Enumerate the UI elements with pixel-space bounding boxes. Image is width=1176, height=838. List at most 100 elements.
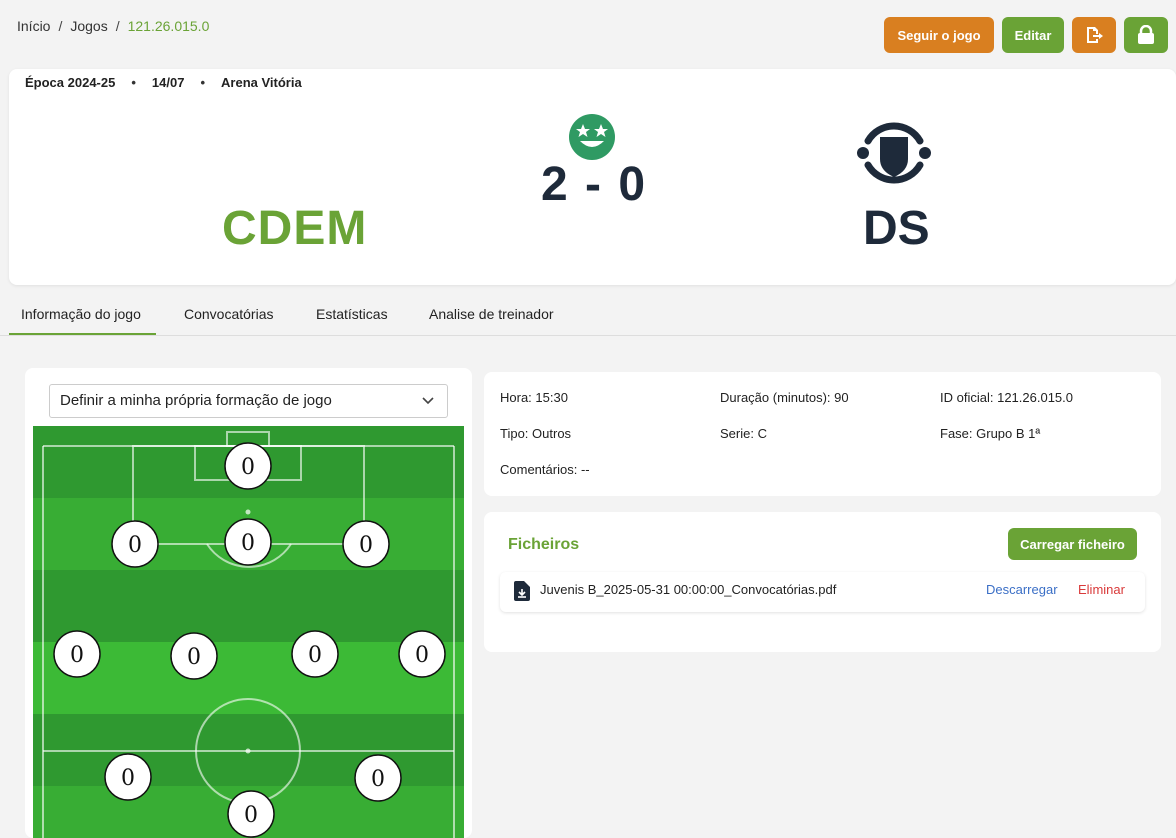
match-date: 14/07: [151, 75, 185, 90]
info-comments: Comentários: --: [500, 462, 590, 477]
player-markers: 0 0 0 0 0 0 0 0 0 0 0: [53, 442, 446, 838]
files-title: Ficheiros: [508, 536, 580, 553]
player-marker[interactable]: 0: [398, 630, 446, 678]
follow-game-button[interactable]: Seguir o jogo: [884, 17, 994, 53]
player-marker-circle: [104, 753, 152, 801]
file-name: Juvenis B_2025-05-31 00:00:00_Convocatór…: [540, 582, 837, 597]
files-card: Ficheiros Carregar ficheiro Juvenis B_20…: [484, 512, 1161, 652]
home-team-name: CDEM: [222, 202, 368, 255]
formation-select[interactable]: Definir a minha própria formação de jogo: [49, 384, 448, 418]
download-file-link[interactable]: Descarregar: [986, 582, 1058, 597]
match-score: 2 - 0: [541, 158, 648, 211]
action-buttons: Seguir o jogo Editar: [884, 17, 1168, 53]
player-marker-circle: [224, 518, 272, 566]
tab-statistics[interactable]: Estatísticas: [316, 306, 388, 322]
info-series-value: C: [757, 426, 767, 441]
player-marker[interactable]: 0: [227, 790, 275, 838]
info-comments-value: --: [580, 462, 590, 477]
player-number: 0: [415, 643, 429, 668]
player-marker[interactable]: 0: [224, 442, 272, 490]
file-list-item: Juvenis B_2025-05-31 00:00:00_Convocatór…: [500, 572, 1145, 612]
player-number: 0: [359, 533, 373, 558]
exit-document-icon: [1087, 27, 1103, 43]
info-type-value: Outros: [532, 426, 572, 441]
football-pitch: 0 0 0 0 0 0 0 0 0 0 0: [33, 426, 464, 838]
info-time-value: 15:30: [535, 390, 568, 405]
info-phase-value: Grupo B 1ª: [976, 426, 1041, 441]
player-marker-circle: [398, 630, 446, 678]
meta-separator: •: [131, 75, 136, 90]
breadcrumb-separator: /: [115, 18, 120, 34]
lock-icon: [1138, 25, 1154, 44]
info-phase: Fase: Grupo B 1ª: [940, 426, 1040, 441]
tab-call-ups[interactable]: Convocatórias: [184, 306, 274, 322]
upload-file-button[interactable]: Carregar ficheiro: [1008, 528, 1137, 560]
player-marker-circle: [111, 520, 159, 568]
player-marker[interactable]: 0: [170, 632, 218, 680]
chevron-down-icon: [422, 397, 434, 405]
info-duration: Duração (minutos): 90: [720, 390, 849, 405]
breadcrumb-current: 121.26.015.0: [127, 18, 210, 34]
info-official-id-value: 121.26.015.0: [997, 390, 1073, 405]
breadcrumb-games[interactable]: Jogos: [70, 18, 108, 34]
tab-game-info[interactable]: Informação do jogo: [21, 306, 141, 322]
player-number: 0: [128, 533, 142, 558]
season-label: Época 2024-25: [25, 75, 116, 90]
edit-button[interactable]: Editar: [1002, 17, 1064, 53]
player-marker-circle: [342, 520, 390, 568]
match-header-card: Época 2024-25 • 14/07 • Arena Vitória CD…: [9, 69, 1176, 285]
star-eyes-face-icon: [569, 114, 615, 160]
lock-button[interactable]: [1124, 17, 1168, 53]
match-venue: Arena Vitória: [221, 75, 302, 90]
player-number: 0: [70, 643, 84, 668]
player-number: 0: [371, 767, 385, 792]
player-marker[interactable]: 0: [104, 753, 152, 801]
player-marker[interactable]: 0: [111, 520, 159, 568]
info-duration-value: 90: [834, 390, 849, 405]
meta-separator: •: [200, 75, 206, 90]
info-time: Hora: 15:30: [500, 390, 568, 405]
player-marker[interactable]: 0: [291, 630, 339, 678]
ds-crest-icon: [857, 122, 931, 184]
player-number: 0: [241, 455, 255, 480]
player-marker-circle: [354, 754, 402, 802]
info-official-id: ID oficial: 121.26.015.0: [940, 390, 1073, 405]
info-series: Serie: C: [720, 426, 767, 441]
match-meta: Época 2024-25 • 14/07 • Arena Vitória: [25, 75, 302, 90]
info-official-id-label: ID oficial:: [940, 390, 994, 405]
top-bar: Início / Jogos / 121.26.015.0 Seguir o j…: [0, 0, 1176, 66]
player-marker[interactable]: 0: [53, 630, 101, 678]
info-comments-label: Comentários:: [500, 462, 578, 477]
breadcrumb: Início / Jogos / 121.26.015.0: [17, 18, 209, 34]
formation-panel: Definir a minha própria formação de jogo…: [25, 368, 472, 838]
formation-select-value: Definir a minha própria formação de jogo: [60, 392, 332, 409]
info-duration-label: Duração (minutos):: [720, 390, 831, 405]
export-button[interactable]: [1072, 17, 1116, 53]
player-number: 0: [308, 643, 322, 668]
tab-coach-analysis[interactable]: Analise de treinador: [429, 306, 554, 322]
info-time-label: Hora:: [500, 390, 532, 405]
player-number: 0: [121, 766, 135, 791]
breadcrumb-separator: /: [58, 18, 63, 34]
player-number: 0: [244, 803, 258, 828]
game-info-card: Hora: 15:30 Duração (minutos): 90 ID ofi…: [484, 372, 1161, 496]
player-marker[interactable]: 0: [224, 518, 272, 566]
player-marker[interactable]: 0: [342, 520, 390, 568]
info-type-label: Tipo:: [500, 426, 529, 441]
player-marker-circle: [170, 632, 218, 680]
breadcrumb-home[interactable]: Início: [17, 18, 51, 34]
player-marker-circle: [224, 442, 272, 490]
player-number: 0: [241, 531, 255, 556]
file-download-icon: [514, 581, 530, 601]
player-number: 0: [187, 645, 201, 670]
info-type: Tipo: Outros: [500, 426, 571, 441]
player-marker[interactable]: 0: [354, 754, 402, 802]
player-marker-circle: [53, 630, 101, 678]
active-tab-indicator: [9, 333, 156, 335]
tab-bar: Informação do jogo Convocatórias Estatís…: [0, 294, 1176, 336]
player-marker-circle: [291, 630, 339, 678]
away-team-name: DS: [863, 202, 930, 255]
info-phase-label: Fase:: [940, 426, 973, 441]
delete-file-link[interactable]: Eliminar: [1078, 582, 1125, 597]
info-series-label: Serie:: [720, 426, 754, 441]
